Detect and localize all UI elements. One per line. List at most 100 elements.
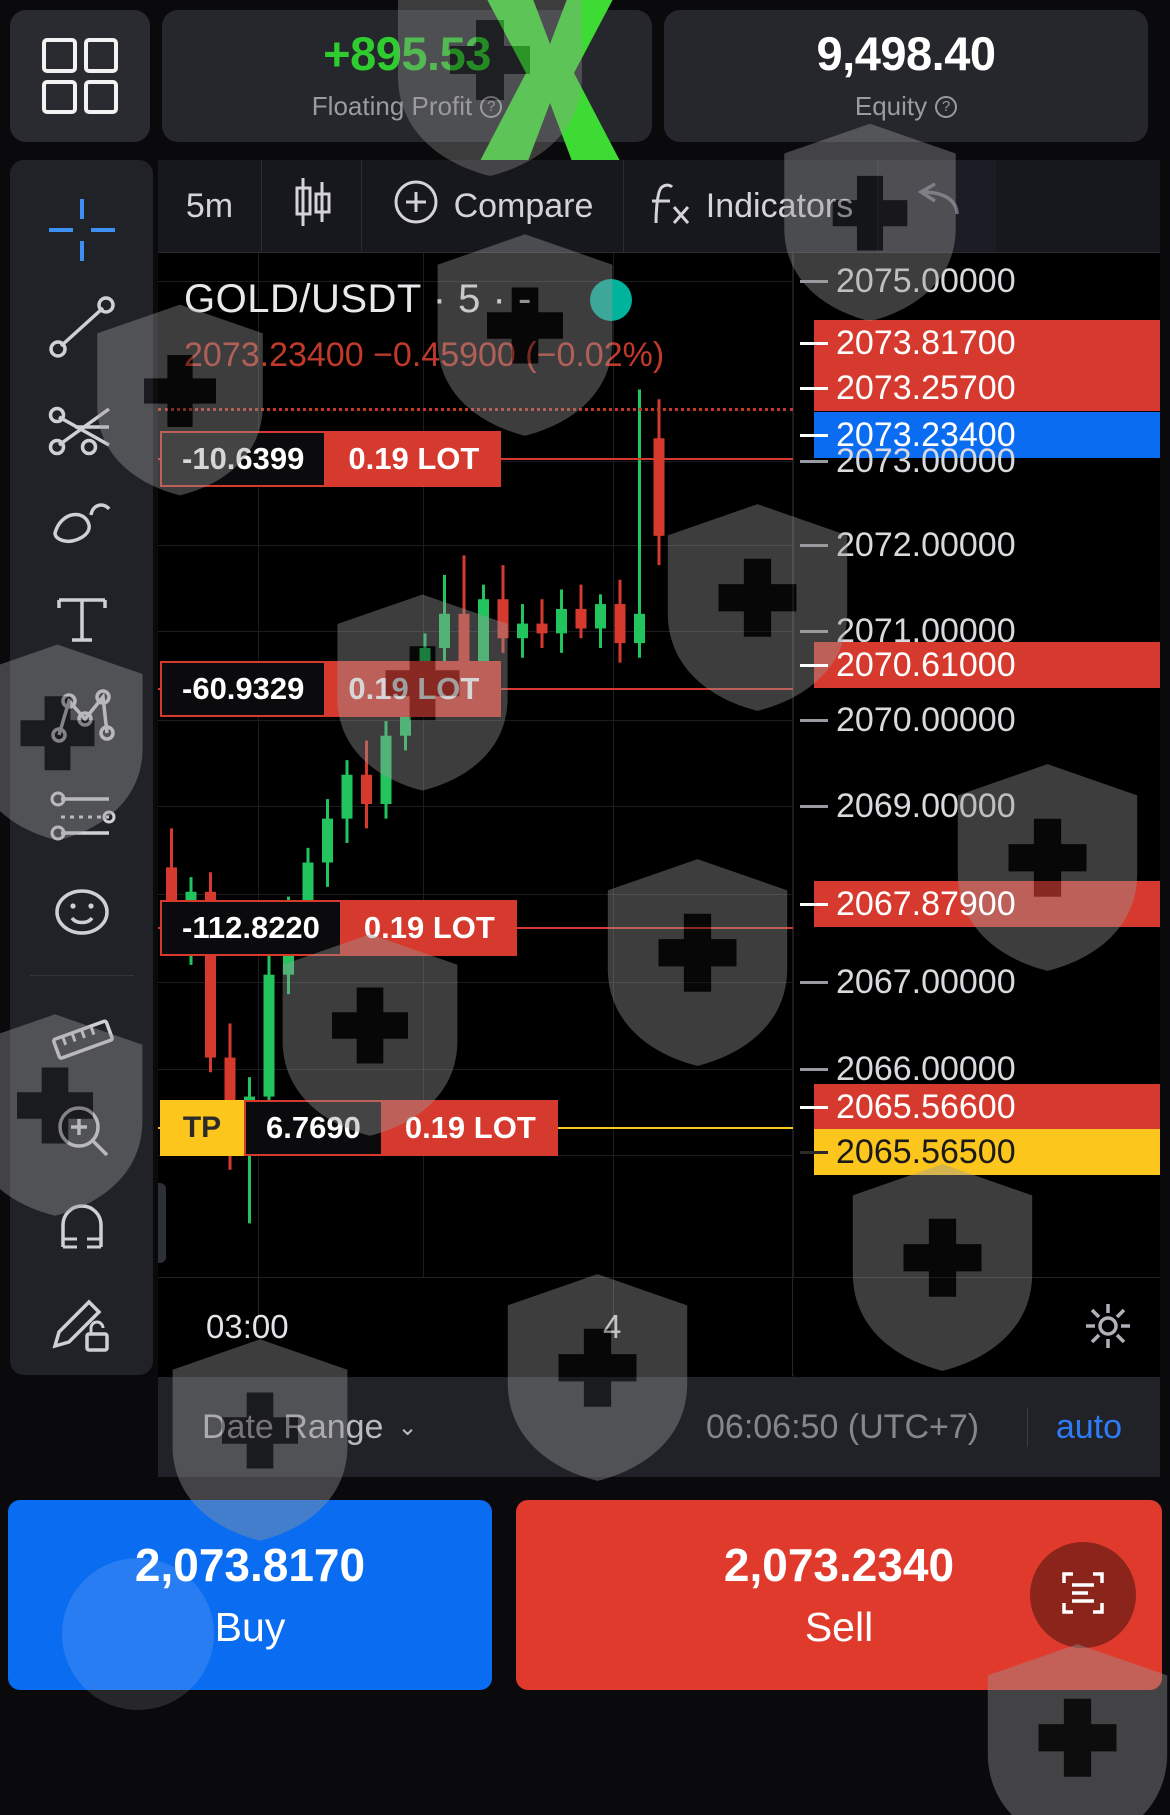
trend-line-tool[interactable] (34, 279, 130, 374)
position-2[interactable]: -60.9329 0.19 LOT (160, 661, 502, 717)
position-3[interactable]: -112.8220 0.19 LOT (160, 900, 517, 956)
prev-close-line (158, 408, 793, 411)
compare-label: Compare (453, 186, 594, 225)
position-2-lot[interactable]: 0.19 LOT (326, 661, 502, 717)
brush-tool[interactable] (34, 474, 130, 569)
chart-bottom-bar: Date Range ⌄ 06:06:50 (UTC+7) auto (158, 1377, 1160, 1477)
position-2-pl[interactable]: -60.9329 (160, 661, 327, 717)
position-1[interactable]: -10.6399 0.19 LOT (160, 431, 502, 487)
chart-symbol-title[interactable]: GOLD/USDT · 5 · - (184, 277, 532, 321)
pattern-tool[interactable] (34, 669, 130, 764)
text-tool[interactable] (34, 571, 130, 666)
position-2-lot-value: 0.19 LOT (348, 671, 480, 706)
position-1-lot-value: 0.19 LOT (348, 441, 480, 476)
time-tick-2: 4 (603, 1308, 622, 1345)
price-axis[interactable]: 2075.00000 2073.81700 2073.25700 2073.23… (793, 253, 1160, 1377)
floating-profit-label: Floating Profit ? (311, 91, 503, 122)
buy-ripple (62, 1558, 214, 1710)
position-3-lot[interactable]: 0.19 LOT (341, 900, 517, 956)
chart-area[interactable]: GOLD/USDT · 5 · - 2073.23400 −0.45900 (−… (158, 253, 1160, 1377)
magnet-tool[interactable] (34, 1180, 130, 1275)
position-4-pl-value: 6.7690 (266, 1110, 361, 1145)
emoji-tool[interactable] (34, 863, 130, 958)
indicators-label: Indicators (705, 186, 854, 225)
floating-profit-label-text: Floating Profit (311, 91, 473, 121)
undo-button[interactable] (878, 160, 996, 252)
floating-profit-value: +895.53 (323, 27, 491, 80)
indicators-button[interactable]: Indicators (624, 160, 878, 252)
position-4-lot-value: 0.19 LOT (404, 1110, 536, 1145)
date-range-button[interactable]: Date Range ⌄ (202, 1408, 418, 1447)
price-tick-take-profit: 2065.56500 (794, 1129, 1160, 1175)
equity-value: 9,498.40 (816, 27, 996, 80)
top-header: +895.53 Floating Profit ? 9,498.40 Equit… (0, 0, 1170, 161)
price-tick-position-4: 2065.56600 (794, 1084, 1160, 1130)
chart-settings-button[interactable] (1082, 1300, 1134, 1357)
tp-badge[interactable]: TP (160, 1100, 244, 1156)
position-4-tp[interactable]: TP 6.7690 0.19 LOT (160, 1100, 558, 1156)
elliott-pattern-icon (45, 679, 119, 753)
magnifier-plus-icon (45, 1094, 119, 1168)
buy-button[interactable]: 2,073.8170 Buy (8, 1500, 492, 1710)
buy-price: 2,073.8170 (134, 1539, 366, 1592)
trend-line-icon (45, 290, 119, 364)
timeframe-label: 5m (185, 186, 234, 225)
market-status-dot (590, 279, 632, 321)
fib-retracement-icon (45, 777, 119, 851)
chart-toolbar: 5m Compare (158, 160, 1160, 253)
compare-button[interactable]: Compare (362, 160, 624, 252)
position-3-pl[interactable]: -112.8220 (160, 900, 342, 956)
collapse-panel-handle[interactable]: ‹ (158, 1183, 166, 1263)
chevron-down-icon: ⌄ (397, 1413, 418, 1441)
pitchfork-icon (45, 387, 119, 461)
plus-circle-icon (392, 178, 440, 235)
position-4-lot[interactable]: 0.19 LOT (382, 1100, 558, 1156)
price-tick: 2073.00000 (794, 438, 1160, 484)
pitchfork-tool[interactable] (34, 377, 130, 472)
orders-list-icon (1054, 1564, 1112, 1627)
measure-tool[interactable] (34, 986, 130, 1081)
price-tick-last: 2073.23400 (794, 412, 1160, 458)
position-1-pl[interactable]: -10.6399 (160, 431, 327, 487)
ruler-icon (45, 996, 119, 1070)
floating-profit-card[interactable]: +895.53 Floating Profit ? (162, 10, 652, 142)
auto-scale-button[interactable]: auto (1026, 1407, 1122, 1447)
price-tick-ask: 2073.81700 (794, 320, 1160, 366)
trade-bar: 2,073.8170 Buy 2,073.2340 Sell (0, 1400, 1170, 1815)
fx-icon (648, 177, 692, 236)
price-tick: 2070.00000 (794, 697, 1160, 743)
position-3-lot-value: 0.19 LOT (363, 910, 495, 945)
undo-arrow-icon (911, 180, 963, 233)
price-tick-position-3: 2067.87900 (794, 881, 1160, 927)
price-tick-prev: 2073.25700 (794, 365, 1160, 411)
zoom-tool[interactable] (34, 1083, 130, 1178)
equity-card[interactable]: 9,498.40 Equity ? (664, 10, 1148, 142)
fib-tool[interactable] (34, 766, 130, 861)
position-1-pl-value: -10.6399 (182, 441, 305, 476)
lock-drawings-tool[interactable] (34, 1278, 130, 1373)
chart-type-button[interactable] (262, 160, 362, 252)
position-2-pl-value: -60.9329 (182, 671, 305, 706)
drawing-toolbar (10, 160, 153, 1375)
pencil-lock-icon (45, 1288, 119, 1362)
timeframe-button[interactable]: 5m (158, 160, 262, 252)
sell-price: 2,073.2340 (723, 1539, 955, 1592)
time-axis[interactable]: 03:00 4 (158, 1277, 1160, 1376)
magnet-icon (45, 1191, 119, 1265)
grid-menu-button[interactable] (10, 10, 150, 142)
equity-label-text: Equity (854, 91, 928, 121)
position-4-pl[interactable]: 6.7690 (244, 1100, 383, 1156)
sell-button[interactable]: 2,073.2340 Sell (516, 1500, 1162, 1690)
help-circle-icon[interactable]: ? (935, 95, 958, 118)
crosshair-icon (45, 193, 119, 267)
position-1-lot[interactable]: 0.19 LOT (326, 431, 502, 487)
price-tick: 2069.00000 (794, 783, 1160, 829)
price-tick: 2067.00000 (794, 959, 1160, 1005)
help-circle-icon[interactable]: ? (480, 95, 503, 118)
sell-label: Sell (804, 1603, 874, 1650)
price-tick: 2066.00000 (794, 1046, 1160, 1092)
brush-icon (45, 485, 119, 559)
orders-button[interactable] (1030, 1542, 1136, 1648)
date-range-label: Date Range (202, 1407, 384, 1446)
crosshair-tool[interactable] (34, 182, 130, 277)
